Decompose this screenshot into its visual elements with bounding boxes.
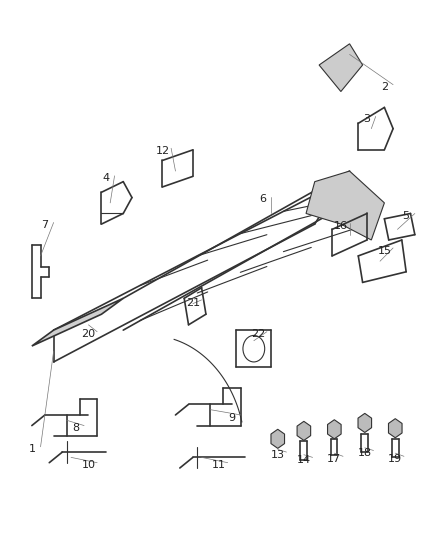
Text: 16: 16 <box>334 221 348 231</box>
Text: 2: 2 <box>381 82 388 92</box>
Text: 17: 17 <box>327 454 341 464</box>
Polygon shape <box>297 421 311 440</box>
Polygon shape <box>32 298 123 346</box>
Polygon shape <box>306 171 385 240</box>
Text: 13: 13 <box>271 450 285 460</box>
Text: 11: 11 <box>212 461 226 470</box>
Text: 3: 3 <box>364 114 371 124</box>
Text: 20: 20 <box>81 329 95 340</box>
Polygon shape <box>358 414 371 432</box>
Text: 6: 6 <box>259 194 266 204</box>
Text: 21: 21 <box>186 297 200 308</box>
Text: 10: 10 <box>81 461 95 470</box>
Polygon shape <box>319 44 363 92</box>
Text: 8: 8 <box>72 423 79 433</box>
Text: 1: 1 <box>28 445 35 455</box>
Text: 19: 19 <box>388 454 403 464</box>
Text: 5: 5 <box>403 211 410 221</box>
Text: 15: 15 <box>378 246 392 256</box>
Polygon shape <box>328 419 341 439</box>
Polygon shape <box>271 429 285 448</box>
Text: 14: 14 <box>297 455 311 465</box>
Polygon shape <box>389 419 402 438</box>
Text: 9: 9 <box>229 413 236 423</box>
Text: 7: 7 <box>41 220 49 230</box>
Text: 4: 4 <box>102 173 110 183</box>
Text: 18: 18 <box>358 448 372 458</box>
Text: 22: 22 <box>251 329 265 340</box>
Text: 12: 12 <box>155 146 170 156</box>
